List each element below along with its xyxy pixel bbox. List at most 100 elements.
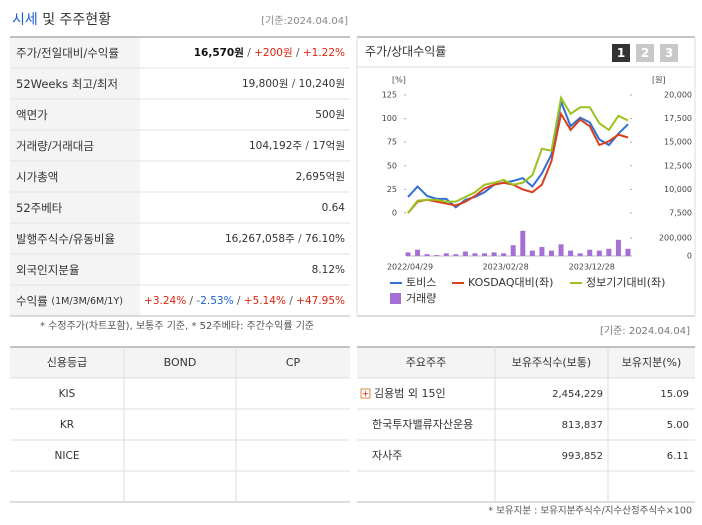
y2-tick-label: 12,500 <box>664 161 692 170</box>
series-line <box>407 97 629 209</box>
separator: / <box>234 295 244 307</box>
footnote: * 수정주가(차트포함), 보통주 기준, * 52주베타: 주간수익률 기준 <box>40 320 314 332</box>
value: 10,240원 <box>299 78 345 90</box>
column-header: 보유지분(%) <box>622 356 682 369</box>
value: +47.95% <box>296 295 345 307</box>
cell: 자사주 <box>372 449 402 462</box>
separator: / <box>288 78 298 90</box>
cell: 2,454,229 <box>552 389 603 400</box>
tab-button[interactable] <box>660 44 678 62</box>
label: 외국인지분율 <box>16 263 79 277</box>
volume-tick-label: 0 <box>687 252 692 261</box>
y2-tick-label: 20,000 <box>664 91 692 100</box>
y-tick-label: 25 <box>387 185 397 194</box>
row-label: 52Weeks 최고/최저 <box>16 77 118 91</box>
separator: / <box>186 295 196 307</box>
column-header: BOND <box>164 356 197 369</box>
volume-bar <box>587 249 593 256</box>
row-label: 거래량/거래대금 <box>16 139 94 153</box>
date: [기준:2024.04.04] <box>261 15 348 27</box>
legend-label: 토비스 <box>406 276 436 289</box>
volume-bar <box>529 250 535 256</box>
title-rest: 및 주주현황 <box>42 12 111 28</box>
value: 76.10% <box>305 233 345 245</box>
legend-label: 정보기기대비(좌) <box>586 276 665 289</box>
chart-title: 주가/상대수익률 <box>365 45 446 59</box>
cell: KR <box>60 419 74 431</box>
volume-bar <box>491 252 497 256</box>
cell: 993,852 <box>562 451 603 462</box>
cell: KIS <box>59 388 76 400</box>
row-label: 52주베타 <box>16 201 63 215</box>
row-value: 0.64 <box>322 202 346 214</box>
cell: 김용범 외 15인 <box>374 387 446 400</box>
x-tick-label: 2023/02/28 <box>483 263 529 272</box>
y2-tick-label: 7,500 <box>669 209 692 218</box>
row-value: 104,192주 / 17억원 <box>249 140 345 152</box>
legend-label: 거래량 <box>406 292 436 305</box>
row-value: 16,267,058주 / 76.10% <box>225 233 345 245</box>
separator: / <box>295 233 305 245</box>
y2-tick-label: 17,500 <box>664 114 692 123</box>
label: 52Weeks 최고/최저 <box>16 77 118 91</box>
row-value: 8.12% <box>312 264 345 276</box>
legend-label: KOSDAQ대비(좌) <box>468 276 553 289</box>
panel-title: 시세 및 주주현황 <box>12 12 111 28</box>
volume-bar <box>548 250 554 256</box>
footnote: * 보유지분 : 보유지분주식수/지수산정주식수×100 <box>488 506 692 517</box>
volume-bar <box>625 248 631 256</box>
row-label: 시가총액 <box>16 170 58 184</box>
expand-icon[interactable] <box>360 388 371 399</box>
row-value: 16,570원 / +200원 / +1.22% <box>194 46 345 59</box>
volume-bar <box>424 254 430 256</box>
value: 500원 <box>315 109 345 121</box>
tab-button[interactable] <box>636 44 654 62</box>
value: 2,695억원 <box>296 171 345 183</box>
label: 52주베타 <box>16 201 63 215</box>
volume-bar <box>472 253 478 256</box>
date: [기준: 2024.04.04] <box>600 325 690 337</box>
label: 거래량/거래대금 <box>16 139 94 153</box>
cell: 한국투자밸류자산운용 <box>372 418 473 431</box>
row-label: 액면가 <box>16 108 48 122</box>
value: 0.64 <box>322 202 346 214</box>
label: 액면가 <box>16 108 48 122</box>
value: 16,570원 <box>194 46 244 59</box>
volume-bar <box>453 254 459 256</box>
value: 104,192주 <box>249 140 302 152</box>
volume-bar <box>482 253 488 256</box>
row-label: 발행주식수/유동비율 <box>16 232 115 246</box>
separator: / <box>302 140 312 152</box>
y-tick-label: 0 <box>392 209 397 218</box>
cell: 813,837 <box>562 420 603 431</box>
row-label: 주가/전일대비/수익률 <box>16 46 119 60</box>
volume-bar <box>577 253 583 256</box>
volume-bar <box>606 248 612 256</box>
tab-button[interactable] <box>612 44 630 62</box>
series-line <box>407 111 629 214</box>
axis-unit: [원] <box>652 76 666 85</box>
tab-label: 1 <box>617 46 625 60</box>
separator: / <box>293 47 303 59</box>
value: -2.53% <box>196 295 233 307</box>
volume-bar <box>462 251 468 256</box>
x-tick-label: 2023/12/28 <box>569 263 615 272</box>
column-header: CP <box>286 356 301 369</box>
volume-bar <box>568 250 574 256</box>
label: 발행주식수/유동비율 <box>16 232 115 246</box>
volume-bar <box>596 250 602 256</box>
column-header: 보유주식수(보통) <box>512 356 591 369</box>
row-label: 수익률 (1M/3M/6M/1Y) <box>16 294 123 308</box>
volume-bar <box>520 230 526 256</box>
volume-bar <box>405 252 411 256</box>
y2-tick-label: 15,000 <box>664 138 692 147</box>
separator: / <box>244 47 254 59</box>
volume-bar <box>415 249 421 256</box>
table-header <box>357 347 695 378</box>
table-header <box>10 347 350 378</box>
label: 주가/전일대비/수익률 <box>16 46 119 60</box>
cell: 15.09 <box>660 389 689 400</box>
volume-bar <box>539 247 545 256</box>
volume-bar <box>615 239 621 256</box>
